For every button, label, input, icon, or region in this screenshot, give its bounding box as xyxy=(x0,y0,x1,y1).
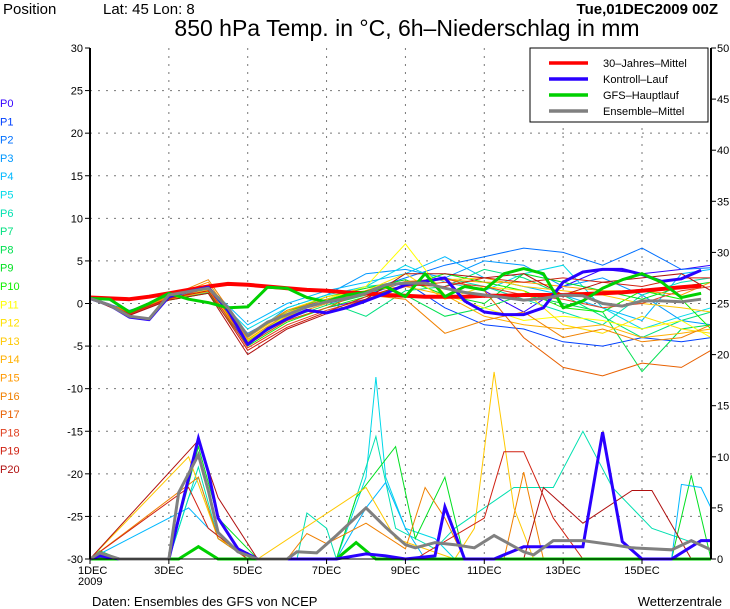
precipitation-lines xyxy=(89,371,712,561)
member-label: P10 xyxy=(0,281,20,293)
member-label: P20 xyxy=(0,464,20,476)
y-right-tick-label: 20 xyxy=(717,350,729,362)
member-label: P8 xyxy=(0,244,13,256)
member-label: P14 xyxy=(0,354,20,366)
member-temp-line-p19 xyxy=(89,277,711,351)
precip-line-p20 xyxy=(89,439,711,560)
legend-label: Kontroll–Lauf xyxy=(603,74,669,86)
temp-line-gfs-hauptlauf xyxy=(89,267,702,314)
y-right-tick-label: 50 xyxy=(717,43,729,55)
x-tick-label: 5DEC xyxy=(233,565,262,577)
member-label: P19 xyxy=(0,446,20,458)
run-datetime: Tue,01DEC2009 00Z xyxy=(577,1,718,18)
member-label: P18 xyxy=(0,427,20,439)
y-right-tick-label: 35 xyxy=(717,196,729,208)
y-left-tick-label: 25 xyxy=(71,86,83,98)
x-tick-label: 7DEC xyxy=(312,565,341,577)
member-label: P12 xyxy=(0,318,20,330)
x-tick-label: 15DEC xyxy=(624,565,660,577)
y-left-tick-label: -15 xyxy=(67,426,83,438)
member-temp-line-p8 xyxy=(89,290,712,373)
member-labels: P0 P1 P2 P3 P4 P5 P6 P7 P8 P9 P10 P11 P12 P13 P14 P15 P1… xyxy=(0,98,20,476)
grid xyxy=(90,48,711,559)
temp-line-30-jahres-mittel xyxy=(89,281,702,302)
y-left-tick-label: 30 xyxy=(71,43,83,55)
y-right-tick-label: 5 xyxy=(717,503,723,515)
temp-line-ensemble-mittel xyxy=(89,281,702,338)
precip-line-p5 xyxy=(90,377,711,560)
y-left-tick-label: 5 xyxy=(77,256,83,268)
x-tick-label: 3DEC xyxy=(154,565,183,577)
member-temp-line-p20 xyxy=(89,273,712,356)
member-label: P15 xyxy=(0,373,20,385)
member-label: P4 xyxy=(0,171,13,183)
legend-label: 30–Jahres–Mittel xyxy=(603,58,687,70)
member-label: P13 xyxy=(0,336,20,348)
y-left-tick-label: 15 xyxy=(71,171,83,183)
legend-label: Ensemble–Mittel xyxy=(603,106,684,118)
member-temp-line-p3 xyxy=(89,260,712,339)
member-label: P1 xyxy=(0,116,13,128)
y-left-tick-label: -10 xyxy=(67,384,83,396)
y-right-tick-label: 40 xyxy=(717,145,729,157)
member-label: P3 xyxy=(0,153,13,165)
y-right-tick-label: 10 xyxy=(717,452,729,464)
main-temperature-lines xyxy=(89,267,702,346)
y-left-tick-label: 20 xyxy=(71,128,83,140)
coordinates: Lat: 45 Lon: 8 xyxy=(103,1,195,18)
chart-title: 850 hPa Temp. in °C, 6h–Niederschlag in … xyxy=(174,15,639,41)
member-label: P2 xyxy=(0,135,13,147)
axes: 302520151050-5-10-15-20-25-3050454035302… xyxy=(67,43,729,588)
x-tick-year: 2009 xyxy=(78,576,102,588)
precip-line-p19 xyxy=(89,451,711,560)
y-left-tick-label: 0 xyxy=(77,299,83,311)
y-right-tick-label: 30 xyxy=(717,247,729,259)
member-label: P5 xyxy=(0,190,13,202)
legend-label: GFS–Hauptlauf xyxy=(603,90,680,102)
member-temp-line-p11 xyxy=(89,243,712,341)
precip-line-p13 xyxy=(89,371,711,560)
precip-line-kontroll-lauf xyxy=(89,432,711,561)
y-left-tick-label: -25 xyxy=(67,511,83,523)
x-tick-label: 1DEC xyxy=(78,565,107,577)
member-label: P9 xyxy=(0,263,13,275)
member-label: P11 xyxy=(0,299,19,311)
member-label: P7 xyxy=(0,226,13,238)
x-tick-label: 9DEC xyxy=(391,565,420,577)
member-temperature-lines xyxy=(89,243,712,377)
y-right-tick-label: 25 xyxy=(717,299,729,311)
y-right-tick-label: 15 xyxy=(717,401,729,413)
y-right-tick-label: 45 xyxy=(717,94,729,106)
data-source: Daten: Ensembles des GFS von NCEP xyxy=(92,594,317,609)
member-label: P16 xyxy=(0,391,20,403)
member-label: P17 xyxy=(0,409,20,421)
y-right-tick-label: 0 xyxy=(717,554,723,566)
precip-line-ensemble-mittel xyxy=(89,450,712,561)
x-tick-label: 13DEC xyxy=(545,565,581,577)
position-label: Position xyxy=(3,1,56,18)
member-label: P0 xyxy=(0,98,13,110)
y-left-tick-label: -20 xyxy=(67,469,83,481)
legend: 30–Jahres–Mittel Kontroll–Lauf GFS–Hauptla… xyxy=(529,47,709,123)
x-tick-label: 11DEC xyxy=(467,565,502,577)
y-left-tick-label: 10 xyxy=(71,213,83,225)
member-temp-line-p16 xyxy=(89,279,712,343)
y-left-tick-label: -5 xyxy=(73,341,83,353)
brand-name: Wetterzentrale xyxy=(638,594,722,609)
member-label: P6 xyxy=(0,208,13,220)
y-left-tick-label: -30 xyxy=(67,554,83,566)
member-temp-line-p15 xyxy=(89,279,712,340)
